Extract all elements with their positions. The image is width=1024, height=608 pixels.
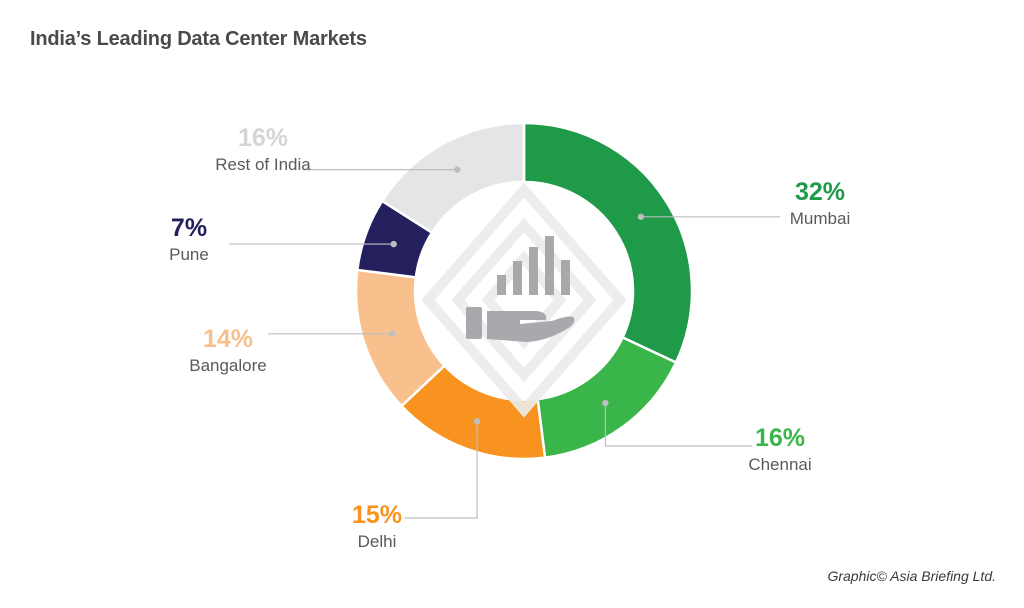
chart-title: India’s Leading Data Center Markets [30, 28, 367, 50]
leader-rest-of-india [303, 166, 461, 173]
category-label-bangalore: Bangalore [189, 356, 267, 375]
leader-chennai [602, 399, 752, 447]
leader-delhi [405, 418, 481, 519]
slice-chennai [536, 335, 678, 460]
leader-mumbai [637, 213, 780, 220]
category-label-rest-of-india: Rest of India [215, 155, 311, 174]
leader-bangalore [268, 330, 396, 337]
category-label-chennai: Chennai [748, 455, 811, 474]
value-label-chennai: 16% [755, 424, 805, 452]
value-label-mumbai: 32% [795, 178, 845, 206]
category-label-mumbai: Mumbai [790, 209, 850, 228]
value-label-pune: 7% [171, 214, 207, 242]
value-label-rest-of-india: 16% [238, 124, 288, 152]
leader-pune [229, 240, 397, 248]
category-label-pune: Pune [169, 245, 209, 264]
value-label-delhi: 15% [352, 501, 402, 529]
category-label-delhi: Delhi [358, 532, 397, 551]
watermark-logo-icon [421, 182, 627, 418]
slice-rest-of-india [380, 121, 526, 235]
slice-labels: 32% Mumbai 16% Chennai 15% Delhi 14% Bangalore 7… [169, 124, 850, 551]
slice-mumbai [522, 121, 694, 365]
slices-group [354, 121, 694, 461]
value-label-bangalore: 14% [203, 325, 253, 353]
leader-lines [229, 166, 780, 519]
credit-text: Graphic© Asia Briefing Ltd. [827, 568, 996, 584]
